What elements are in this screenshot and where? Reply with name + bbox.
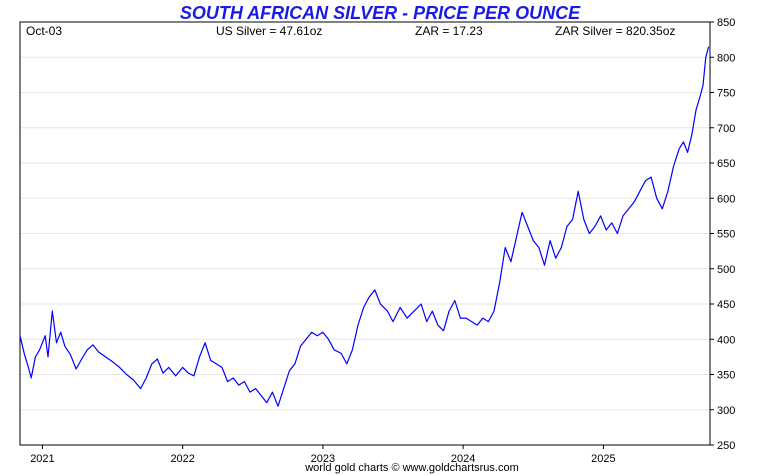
y-tick-label: 850: [717, 17, 735, 29]
y-tick-label: 800: [717, 52, 735, 64]
y-tick-label: 250: [717, 440, 735, 452]
y-tick-label: 750: [717, 88, 735, 100]
header-zar-silver: ZAR Silver = 820.35oz: [555, 24, 675, 38]
y-tick-label: 300: [717, 405, 735, 417]
y-tick-label: 400: [717, 334, 735, 346]
y-tick-label: 650: [717, 158, 735, 170]
y-tick-label: 500: [717, 264, 735, 276]
y-tick-label: 600: [717, 193, 735, 205]
y-tick-label: 450: [717, 299, 735, 311]
x-tick-label: 2021: [30, 453, 54, 465]
x-tick-label: 2025: [591, 453, 615, 465]
y-tick-label: 350: [717, 370, 735, 382]
header-zar: ZAR = 17.23: [415, 24, 483, 38]
y-axis: 250 300 350 400 450 500 550 600 650 700 750 800 850: [710, 17, 735, 452]
header-us-silver: US Silver = 47.61oz: [216, 24, 322, 38]
x-tick-label: 2023: [311, 453, 335, 465]
x-axis: 2021 2022 2023 2024 2025: [30, 445, 616, 465]
header-date: Oct-03: [26, 24, 62, 38]
y-tick-label: 700: [717, 123, 735, 135]
footer-credit: world gold charts © www.goldchartsrus.co…: [304, 462, 519, 474]
series-line-zar-silver: [19, 46, 710, 407]
x-tick-label: 2024: [451, 453, 475, 465]
y-tick-label: 550: [717, 229, 735, 241]
chart-title: SOUTH AFRICAN SILVER - PRICE PER OUNCE: [180, 3, 581, 23]
x-tick-label: 2022: [170, 453, 194, 465]
